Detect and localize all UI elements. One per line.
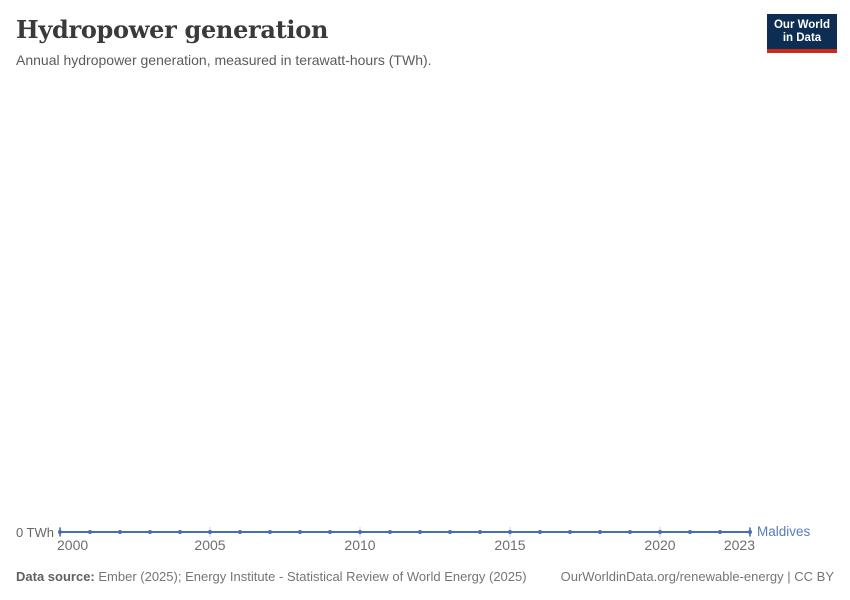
- owid-logo-line1: Our World: [773, 18, 830, 31]
- data-point-2008[interactable]: [298, 530, 302, 534]
- data-point-2017[interactable]: [568, 530, 572, 534]
- owid-logo[interactable]: Our World in Data: [767, 14, 837, 53]
- data-point-2011[interactable]: [388, 530, 392, 534]
- data-point-2007[interactable]: [268, 530, 272, 534]
- data-source-text: Ember (2025); Energy Institute - Statist…: [94, 569, 527, 584]
- data-point-2006[interactable]: [238, 530, 242, 534]
- data-source-label: Data source:: [16, 569, 95, 584]
- data-point-2022[interactable]: [718, 530, 722, 534]
- data-point-2002[interactable]: [118, 530, 122, 534]
- data-point-2015[interactable]: [508, 530, 512, 534]
- chart-title: Hydropower generation: [16, 15, 329, 44]
- x-axis-tick-2005: 2005: [194, 537, 226, 553]
- data-point-2012[interactable]: [418, 530, 422, 534]
- data-point-2013[interactable]: [448, 530, 452, 534]
- data-point-2019[interactable]: [628, 530, 632, 534]
- data-point-2004[interactable]: [178, 530, 182, 534]
- x-axis-tick-2000: 2000: [57, 537, 89, 553]
- chart-subtitle: Annual hydropower generation, measured i…: [16, 52, 432, 68]
- data-point-2021[interactable]: [688, 530, 692, 534]
- x-axis-tick-2015: 2015: [494, 537, 526, 553]
- data-point-2003[interactable]: [148, 530, 152, 534]
- line-chart-plot-area[interactable]: [0, 0, 850, 560]
- x-axis-tick-2010: 2010: [344, 537, 376, 553]
- owid-logo-line2: in Data: [782, 31, 822, 44]
- data-point-2018[interactable]: [598, 530, 602, 534]
- data-point-2023[interactable]: [748, 530, 752, 534]
- hydropower-line-series[interactable]: [0, 0, 850, 560]
- series-entity-label: Maldives: [757, 524, 811, 539]
- data-point-2016[interactable]: [538, 530, 542, 534]
- data-point-2010[interactable]: [358, 530, 362, 534]
- data-point-2005[interactable]: [208, 530, 212, 534]
- x-axis-tick-2023: 2023: [723, 537, 755, 553]
- y-axis-tick-label: 0 TWh: [15, 525, 54, 540]
- data-source-note: Data source: Ember (2025); Energy Instit…: [16, 569, 527, 584]
- x-axis-tick-2020: 2020: [644, 537, 676, 553]
- data-point-2020[interactable]: [658, 530, 662, 534]
- chart-footer: Data source: Ember (2025); Energy Instit…: [16, 569, 834, 584]
- data-point-2009[interactable]: [328, 530, 332, 534]
- data-point-2001[interactable]: [88, 530, 92, 534]
- data-point-2000[interactable]: [58, 530, 62, 534]
- owid-url-license-link[interactable]: OurWorldinData.org/renewable-energy | CC…: [560, 569, 834, 584]
- data-point-2014[interactable]: [478, 530, 482, 534]
